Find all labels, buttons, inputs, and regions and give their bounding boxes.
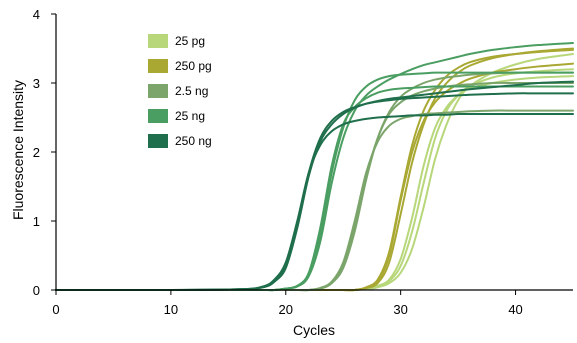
- y-tick-label: 0: [33, 283, 40, 298]
- y-axis-title: Fluorescence Intensity: [10, 80, 26, 220]
- y-tick-label: 4: [33, 7, 40, 22]
- x-tick-label: 20: [279, 302, 293, 317]
- y-tick-label: 2: [33, 145, 40, 160]
- x-tick-label: 30: [393, 302, 407, 317]
- y-tick-label: 1: [33, 214, 40, 229]
- tick-layer: 0 10 20 30 40 0 1 2 3 4: [33, 7, 523, 317]
- series-line-5-3: [55, 80, 574, 292]
- legend-swatch-4: [148, 109, 168, 123]
- legend-swatch-3: [148, 84, 168, 98]
- legend-swatch-5: [148, 134, 168, 148]
- legend: 25 pg 250 pg 2.5 ng 25 ng 250 ng: [148, 34, 212, 148]
- y-tick-label: 3: [33, 76, 40, 91]
- legend-label-2: 250 pg: [175, 59, 212, 73]
- legend-swatch-1: [148, 34, 168, 48]
- series-line-4-2: [55, 71, 574, 292]
- legend-label-5: 250 ng: [175, 134, 212, 148]
- curve-layer: [55, 41, 574, 292]
- legend-label-1: 25 pg: [175, 34, 205, 48]
- legend-swatch-2: [148, 59, 168, 73]
- series-line-5-1: [55, 113, 574, 292]
- x-axis-title: Cycles: [293, 322, 335, 338]
- x-tick-label: 10: [164, 302, 178, 317]
- legend-label-4: 25 ng: [175, 109, 205, 123]
- legend-label-3: 2.5 ng: [175, 84, 208, 98]
- x-tick-label: 40: [508, 302, 522, 317]
- x-tick-label: 0: [52, 302, 59, 317]
